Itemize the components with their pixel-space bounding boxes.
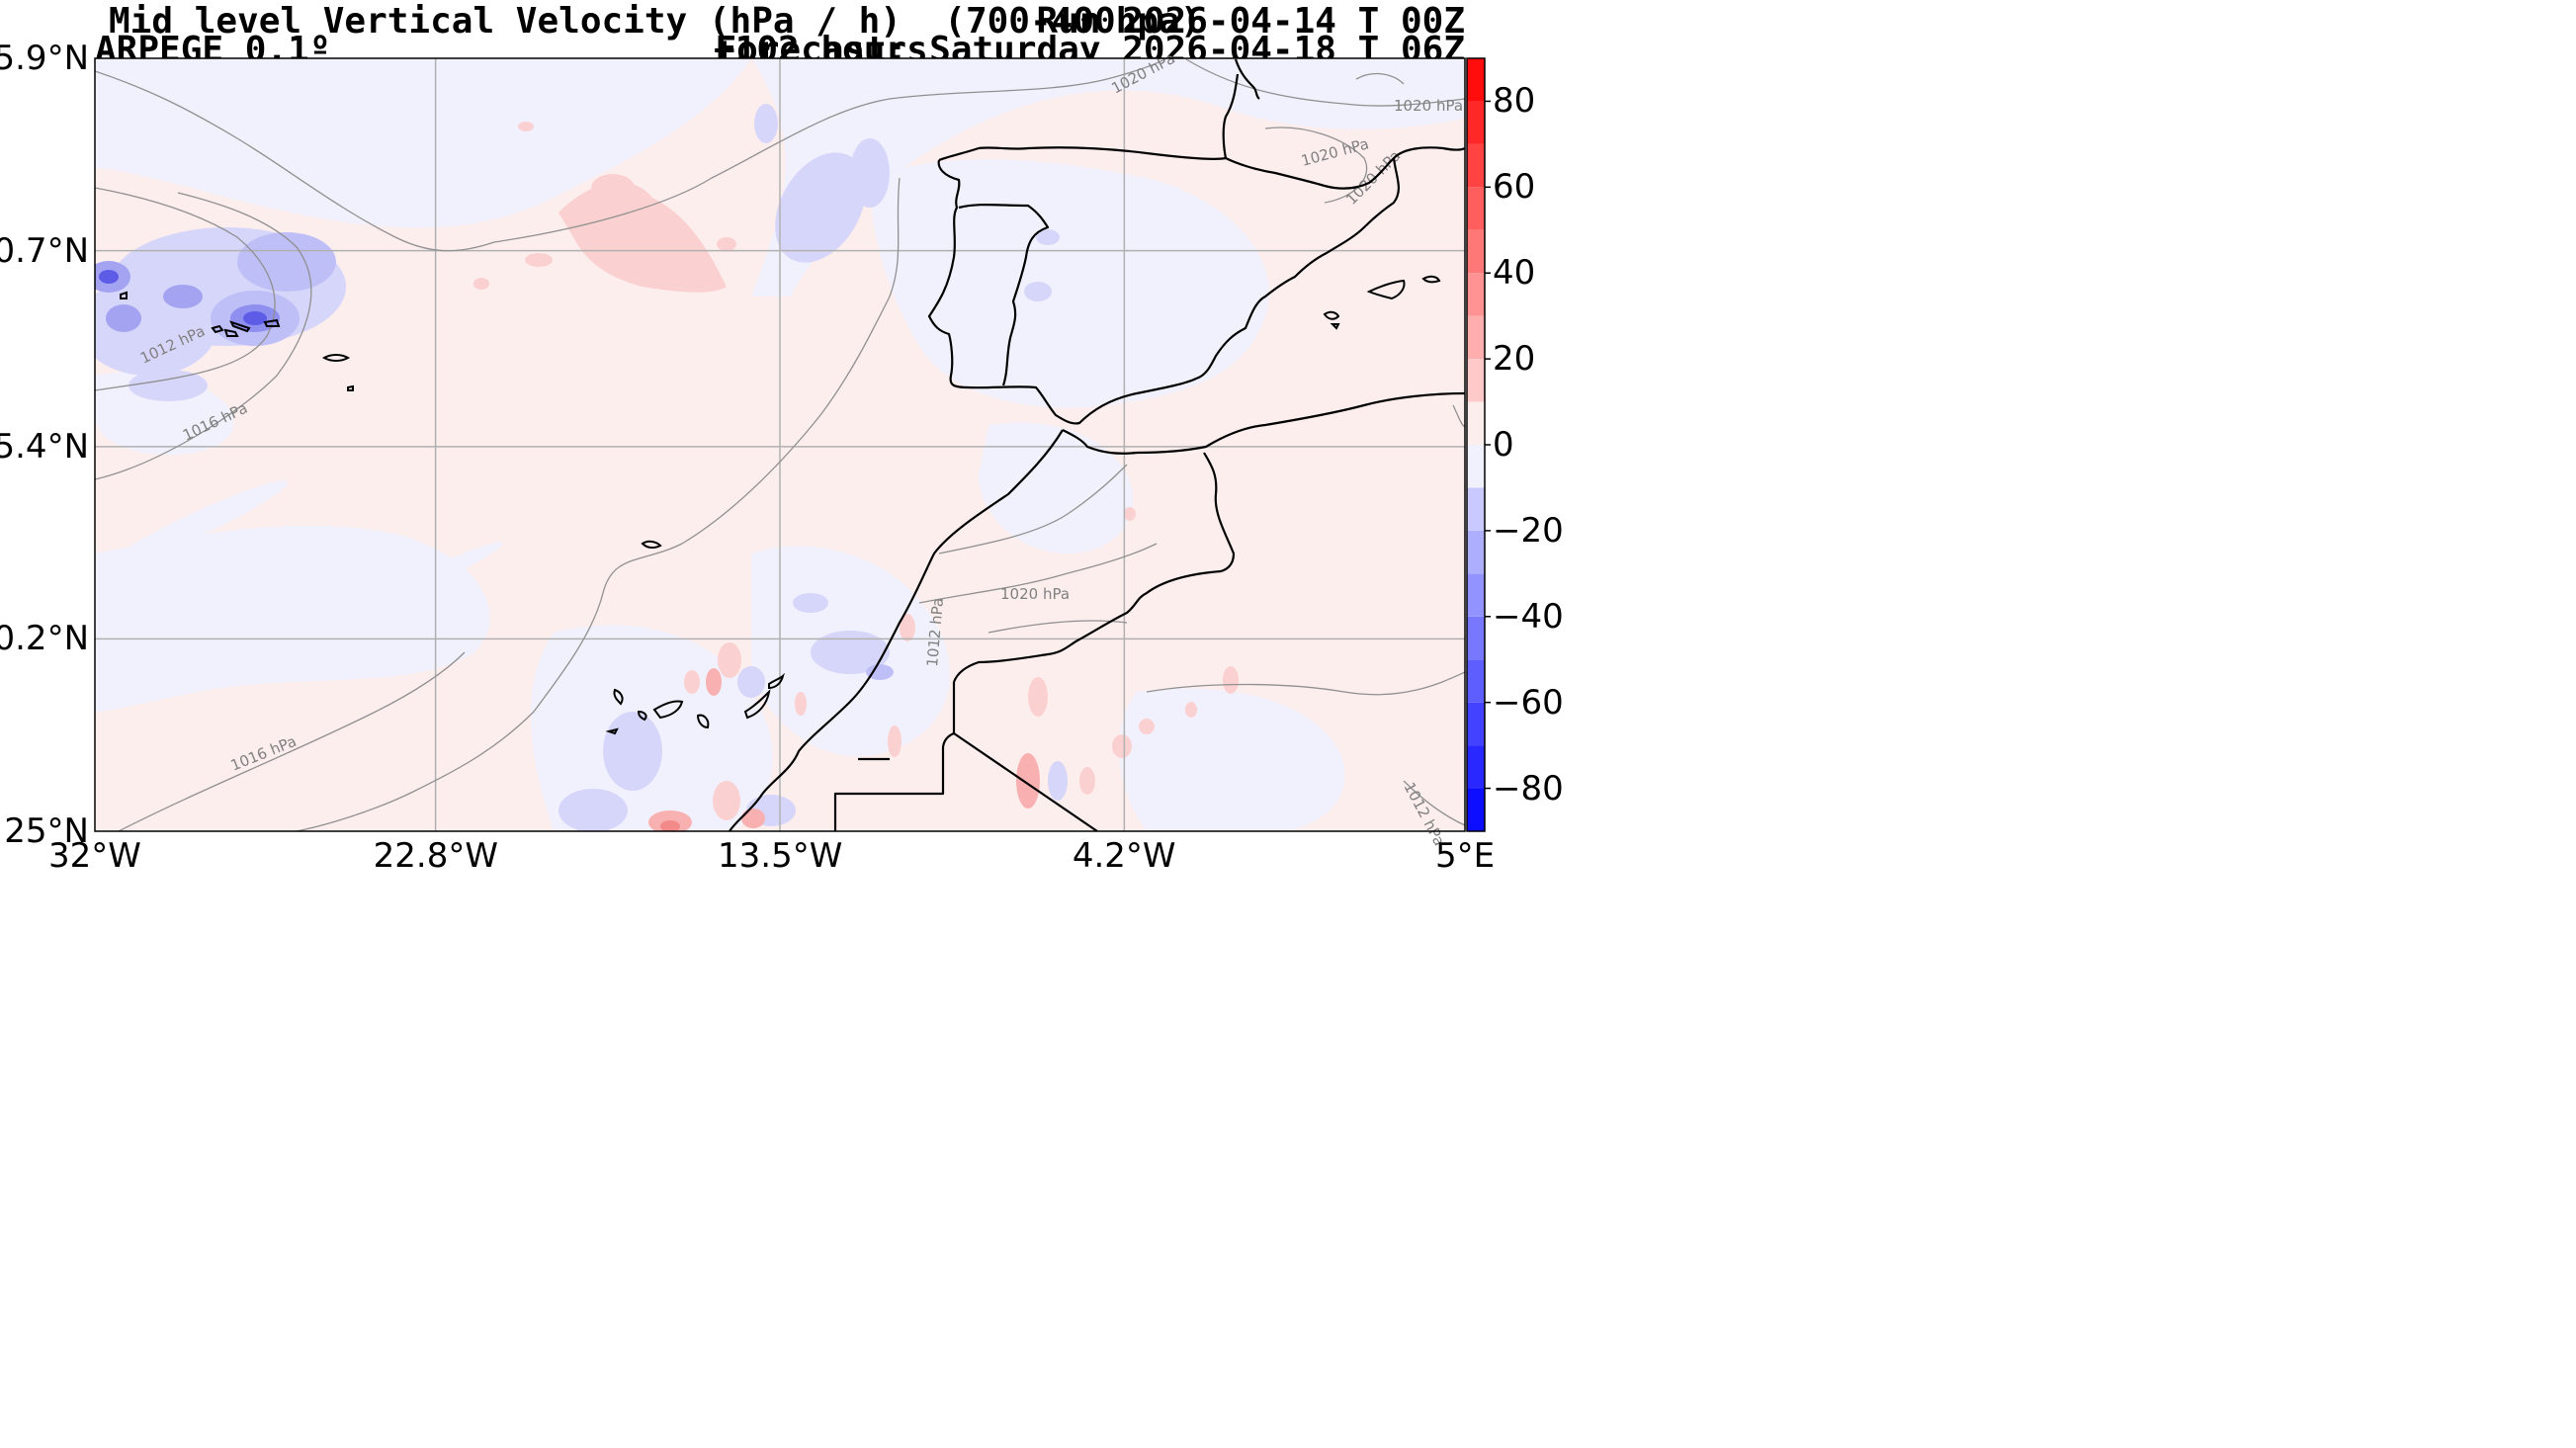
coastlines (729, 58, 1465, 831)
isobar-label: 1020 hPa (1000, 585, 1070, 603)
map-frame (94, 57, 1466, 832)
colorbar-band (1467, 573, 1485, 617)
colorbar-band (1467, 315, 1485, 360)
colorbar-tick-label: −40 (1493, 596, 1564, 637)
colorbar-band (1467, 58, 1485, 102)
isobar-label: 1020 hPa (1394, 97, 1463, 115)
colorbar-tick-label: 80 (1493, 81, 1536, 122)
colorbar-band (1467, 401, 1485, 445)
colorbar-band (1467, 530, 1485, 574)
colorbar-tick-label: −20 (1493, 510, 1564, 551)
lat-tick-label: 25°N (4, 811, 89, 851)
colorbar-band (1467, 101, 1485, 144)
lon-tick-label: 32°W (48, 836, 141, 876)
colorbar-band (1467, 143, 1485, 188)
colorbar-tick-label: −80 (1493, 768, 1564, 809)
graticule (95, 58, 1465, 831)
colorbar-band (1467, 702, 1485, 746)
colorbar-band (1467, 788, 1485, 831)
colorbar-tick-label: −60 (1493, 682, 1564, 723)
colorbar-tick-label: 60 (1493, 167, 1536, 208)
lon-tick-label: 13.5°W (718, 836, 843, 876)
colorbar-band (1467, 229, 1485, 274)
colorbar-frame (1466, 57, 1486, 832)
colorbar-band (1467, 273, 1485, 316)
lon-tick-label: 22.8°W (373, 836, 498, 876)
colorbar-band (1467, 445, 1485, 488)
colorbar-tick-label: 40 (1493, 253, 1536, 294)
colorbar-tick-label: 20 (1493, 339, 1536, 380)
colorbar-band (1467, 187, 1485, 230)
lat-tick-label: 40.7°N (0, 230, 89, 271)
colorbar (1467, 58, 1491, 831)
lat-tick-label: 30.2°N (0, 619, 89, 659)
lon-tick-label: 4.2°W (1072, 836, 1176, 876)
lat-tick-label: 45.9°N (0, 39, 89, 78)
lat-tick-label: 35.4°N (0, 426, 89, 467)
run-label: Run 2026-04-14 T 00Z (1036, 1, 1465, 42)
colorbar-tick-label: 0 (1493, 425, 1514, 465)
colorbar-band (1467, 487, 1485, 531)
colorbar-band (1467, 745, 1485, 789)
velocity-field (95, 58, 1465, 831)
islands (120, 275, 1441, 735)
map-title: Mid level Vertical Velocity (hPa / h) (7… (109, 1, 1202, 42)
colorbar-band (1467, 616, 1485, 660)
colorbar-band (1467, 359, 1485, 402)
colorbar-band (1467, 659, 1485, 703)
isobars (95, 58, 1465, 831)
lon-tick-label: 5°E (1435, 836, 1496, 876)
